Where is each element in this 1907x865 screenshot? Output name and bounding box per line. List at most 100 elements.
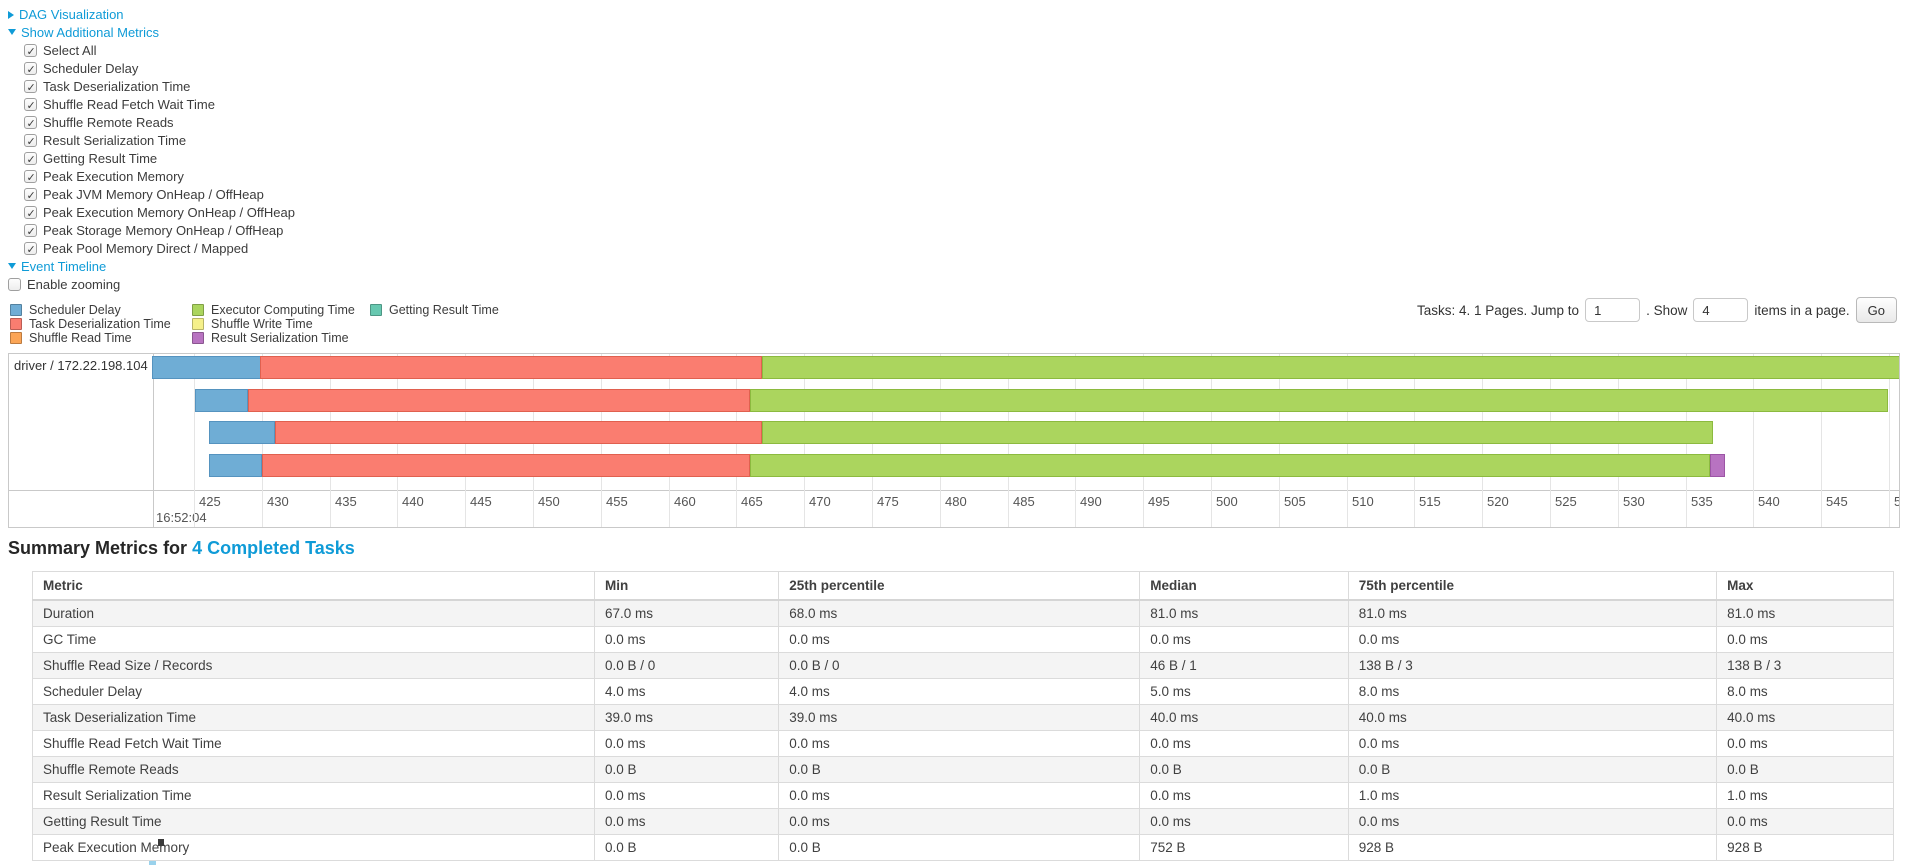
legend-swatch-icon (192, 332, 204, 344)
show-additional-metrics-label: Show Additional Metrics (21, 25, 160, 40)
metric-checkbox-label: Shuffle Read Fetch Wait Time (43, 97, 215, 112)
table-cell: 138 B / 3 (1347, 652, 1718, 679)
executor-group-label: driver / 172.22.198.104 (14, 358, 148, 373)
summary-metrics-table: Metric Min 25th percentile Median 75th perce… (31, 571, 1894, 861)
column-header-min: Min (594, 571, 780, 601)
timeline-segment-executor-computing-time[interactable] (750, 454, 1710, 477)
metric-checkbox-peak-pool-memory-direct-mapped[interactable] (24, 241, 37, 259)
timeline-segment-executor-computing-time[interactable] (762, 356, 1899, 379)
metric-checkbox-label: Peak Pool Memory Direct / Mapped (43, 241, 249, 256)
dag-visualization-toggle[interactable]: DAG Visualization (8, 6, 295, 24)
table-cell: 0.0 ms (594, 782, 780, 809)
axis-tick-label: 430 (267, 494, 289, 509)
legend-item-result-serialization-time: Result Serialization Time (192, 332, 355, 346)
table-cell: 1.0 ms (1716, 782, 1894, 809)
group-column-divider (153, 354, 154, 527)
timeline-segment-task-deserialization-time[interactable] (275, 421, 763, 444)
gridline (1753, 354, 1754, 527)
metric-checkbox-select-all[interactable] (24, 43, 37, 61)
go-button[interactable]: Go (1855, 297, 1897, 323)
jump-to-page-input[interactable] (1585, 298, 1641, 322)
timeline-segment-task-deserialization-time[interactable] (261, 454, 750, 477)
axis-tick-label: 455 (606, 494, 628, 509)
table-cell: Scheduler Delay (31, 678, 596, 705)
metric-checkbox-label: Peak Execution Memory OnHeap / OffHeap (43, 205, 295, 220)
legend-column: Getting Result Time (370, 304, 499, 318)
enable-zooming-checkbox[interactable] (8, 278, 21, 291)
legend-item-getting-result-time: Getting Result Time (370, 304, 499, 318)
event-timeline-toggle[interactable]: Event Timeline (8, 258, 295, 276)
table-cell: 0.0 ms (778, 808, 1141, 835)
legend-swatch-icon (10, 332, 22, 344)
timeline-segment-scheduler-delay[interactable] (152, 356, 261, 379)
table-cell: 0.0 ms (778, 730, 1141, 757)
legend-label: Getting Result Time (389, 303, 499, 317)
timeline-segment-scheduler-delay[interactable] (195, 389, 249, 412)
metric-checkbox-getting-result-time[interactable] (24, 151, 37, 169)
table-cell: 8.0 ms (1347, 678, 1718, 705)
timeline-segment-result-serialization-time[interactable] (1710, 454, 1725, 477)
table-cell: Shuffle Remote Reads (31, 756, 596, 783)
legend-item-scheduler-delay: Scheduler Delay (10, 304, 171, 318)
completed-tasks-link[interactable]: 4 Completed Tasks (192, 538, 355, 558)
legend-label: Result Serialization Time (211, 331, 349, 345)
timeline-segment-scheduler-delay[interactable] (208, 454, 262, 477)
items-per-page-input[interactable] (1693, 298, 1749, 322)
table-cell: 0.0 ms (1716, 730, 1894, 757)
metric-checkbox-peak-execution-memory-onheap-offheap[interactable] (24, 205, 37, 223)
table-row-duration: Duration 67.0 ms 68.0 ms 81.0 ms 81.0 ms 81.0… (31, 599, 1894, 627)
legend-label: Shuffle Write Time (211, 317, 313, 331)
additional-metrics-checkbox-list: Select All Scheduler Delay Task Deserializ… (8, 42, 295, 259)
metric-checkbox-scheduler-delay[interactable] (24, 61, 37, 79)
expanded-arrow-icon (8, 263, 16, 269)
table-cell: 0.0 ms (1139, 782, 1349, 809)
timeline-segment-scheduler-delay[interactable] (208, 421, 276, 444)
column-header-75th-percentile: 75th percentile (1347, 571, 1718, 601)
metric-checkbox-result-serialization-time[interactable] (24, 133, 37, 151)
table-header-row: Metric Min 25th percentile Median 75th perce… (31, 571, 1894, 601)
legend-item-shuffle-write-time: Shuffle Write Time (192, 318, 355, 332)
table-cell: 0.0 ms (1139, 730, 1349, 757)
legend-label: Scheduler Delay (29, 303, 121, 317)
table-cell: Task Deserialization Time (31, 704, 596, 731)
table-cell: 752 B (1139, 834, 1349, 861)
gridline (1821, 354, 1822, 527)
metric-checkbox-peak-execution-memory[interactable] (24, 169, 37, 187)
table-cell: 46 B / 1 (1139, 652, 1349, 679)
legend-item-executor-computing-time: Executor Computing Time (192, 304, 355, 318)
table-cell: 0.0 B / 0 (778, 652, 1141, 679)
summary-metrics-title: Summary Metrics for 4 Completed Tasks (8, 538, 355, 559)
legend-column: Scheduler Delay Task Deserialization Time… (10, 304, 171, 346)
table-cell: 0.0 B (778, 834, 1141, 861)
event-timeline-chart: driver / 172.22.198.104 16:52:04 425 430 4… (8, 353, 1900, 528)
axis-tick-label: 510 (1352, 494, 1374, 509)
timeline-segment-executor-computing-time[interactable] (762, 421, 1713, 444)
timeline-segment-task-deserialization-time[interactable] (260, 356, 763, 379)
stage-controls: DAG Visualization Show Additional Metric… (8, 6, 295, 294)
metric-checkbox-shuffle-remote-reads[interactable] (24, 115, 37, 133)
table-cell: 4.0 ms (594, 678, 780, 705)
legend-swatch-icon (10, 318, 22, 330)
dag-visualization-label: DAG Visualization (19, 7, 124, 22)
legend-label: Task Deserialization Time (29, 317, 171, 331)
x-axis-line (9, 490, 1899, 491)
table-cell: 0.0 B (1139, 756, 1349, 783)
legend-swatch-icon (192, 304, 204, 316)
table-cell: 0.0 B (1347, 756, 1718, 783)
legend-column: Executor Computing Time Shuffle Write Tim… (192, 304, 355, 346)
timeline-segment-task-deserialization-time[interactable] (248, 389, 750, 412)
metric-checkbox-shuffle-read-fetch-wait-time[interactable] (24, 97, 37, 115)
timeline-segment-executor-computing-time[interactable] (750, 389, 1888, 412)
metric-checkbox-peak-storage-memory-onheap-offheap[interactable] (24, 223, 37, 241)
metric-checkbox-row: Peak Pool Memory Direct / Mapped (24, 240, 295, 259)
axis-tick-label: 545 (1826, 494, 1848, 509)
enable-zooming-label: Enable zooming (27, 277, 121, 292)
legend-item-task-deserialization-time: Task Deserialization Time (10, 318, 171, 332)
metric-checkbox-task-deserialization-time[interactable] (24, 79, 37, 97)
show-additional-metrics-toggle[interactable]: Show Additional Metrics (8, 24, 295, 42)
table-cell: 0.0 B (594, 756, 780, 783)
metric-checkbox-row: Select All (24, 42, 295, 61)
table-cell: 0.0 ms (594, 626, 780, 653)
metric-checkbox-peak-jvm-memory-onheap-offheap[interactable] (24, 187, 37, 205)
legend-label: Shuffle Read Time (29, 331, 132, 345)
